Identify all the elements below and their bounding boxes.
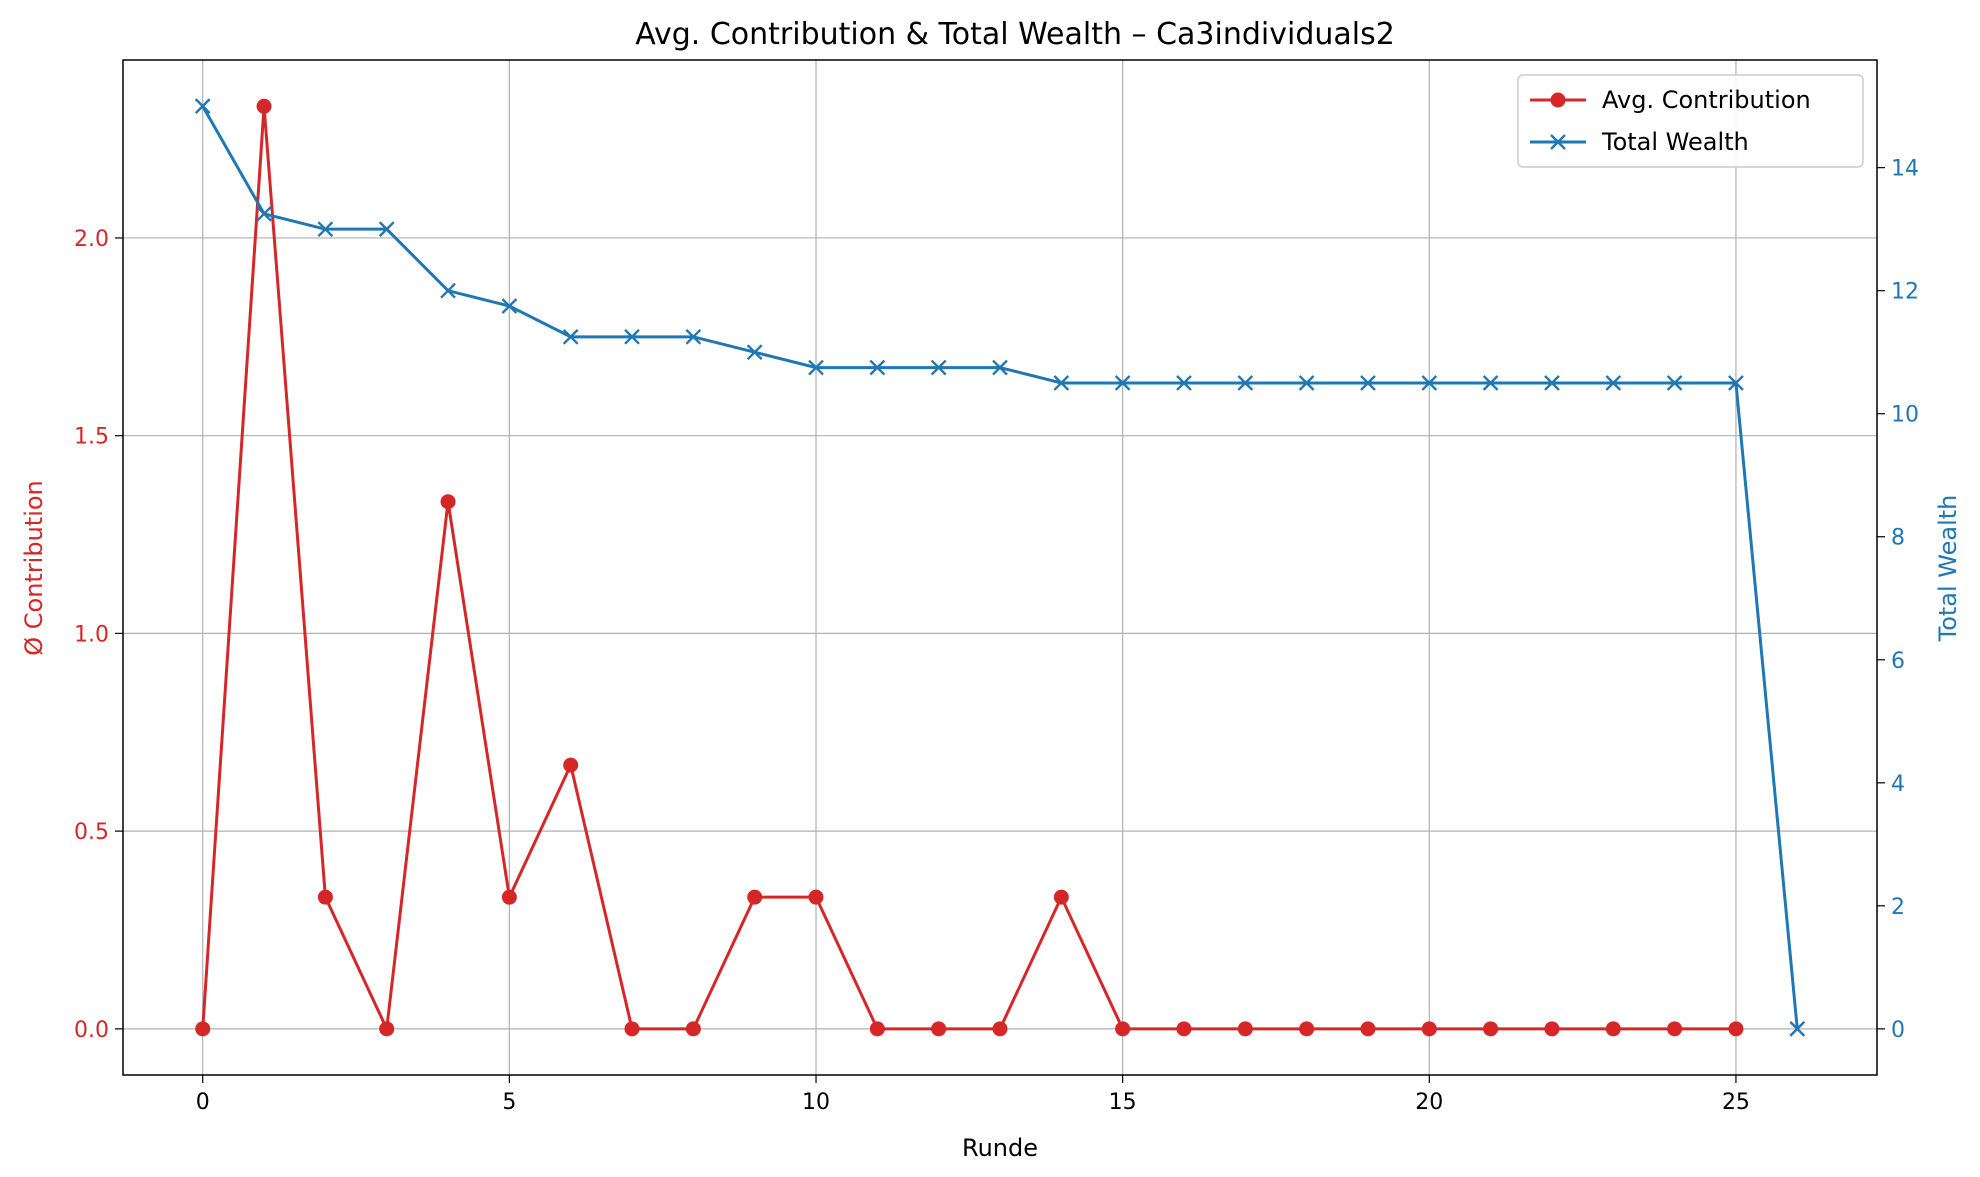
avg-contribution-point [1176, 1021, 1192, 1037]
avg-contribution-point [317, 889, 333, 905]
avg-contribution-point [1421, 1021, 1437, 1037]
series-avg-contribution [195, 98, 1744, 1037]
x-axis-label: Runde [962, 1134, 1038, 1162]
avg-contribution-point [256, 98, 272, 114]
y-right-tick-label: 14 [1891, 157, 1919, 182]
total-wealth-point [194, 98, 211, 114]
y-axis-left-label: Ø Contribution [20, 480, 48, 656]
total-wealth-point [1482, 375, 1499, 391]
y-right-tick-label: 10 [1891, 403, 1919, 428]
avg-contribution-point [1667, 1021, 1683, 1037]
total-wealth-point [317, 221, 334, 238]
total-wealth-point [869, 359, 886, 376]
y-axis-left: 0.0 0.5 1.0 1.5 2.0 [74, 227, 123, 1043]
avg-contribution-point [501, 889, 517, 905]
total-wealth-point [685, 328, 702, 345]
x-axis: 0 5 10 15 20 25 [196, 1075, 1750, 1115]
legend-marker-x [1550, 134, 1566, 150]
avg-contribution-point [1053, 889, 1069, 905]
y-left-tick-label: 0.0 [74, 1018, 109, 1043]
total-wealth-point [1360, 375, 1376, 391]
total-wealth-point [746, 344, 763, 361]
total-wealth-point [1544, 375, 1560, 391]
avg-contribution-point [1360, 1021, 1376, 1037]
series-total-wealth [194, 98, 1806, 1037]
x-tick-label: 10 [802, 1090, 830, 1115]
y-right-tick-label: 2 [1891, 895, 1905, 920]
total-wealth-point [930, 359, 947, 376]
total-wealth-point [1666, 375, 1683, 391]
total-wealth-point [808, 359, 824, 376]
avg-contribution-point [1483, 1021, 1499, 1037]
total-wealth-point [1298, 375, 1315, 391]
total-wealth-point [1114, 375, 1131, 391]
total-wealth-point [1728, 375, 1744, 391]
x-tick-label: 0 [196, 1090, 210, 1115]
avg-contribution-point [624, 1021, 640, 1037]
avg-contribution-point [1605, 1021, 1621, 1037]
total-wealth-point [1789, 1021, 1806, 1037]
total-wealth-point [992, 359, 1008, 376]
legend-label: Avg. Contribution [1602, 86, 1811, 114]
avg-contribution-line [201, 106, 1736, 1035]
avg-contribution-point [747, 889, 763, 905]
y-right-tick-label: 12 [1891, 280, 1919, 305]
y-axis-right: 0 2 4 6 8 10 12 14 [1877, 157, 1919, 1043]
total-wealth-point [1237, 375, 1254, 391]
y-left-tick-label: 1.0 [74, 622, 109, 647]
legend-box [1517, 74, 1864, 168]
avg-contribution-point [379, 1021, 395, 1037]
total-wealth-point [256, 205, 272, 222]
total-wealth-point [1053, 375, 1070, 391]
total-wealth-point [562, 328, 579, 345]
y-right-tick-label: 4 [1891, 772, 1905, 797]
avg-contribution-point [1115, 1021, 1131, 1037]
total-wealth-point [501, 298, 518, 314]
total-wealth-point [624, 328, 640, 345]
legend-marker-circle [1550, 92, 1566, 108]
avg-contribution-point [992, 1021, 1008, 1037]
y-axis-right-label: Total Wealth [1934, 495, 1962, 643]
avg-contribution-point [1544, 1021, 1560, 1037]
y-right-tick-label: 0 [1891, 1018, 1905, 1043]
grid [123, 60, 1877, 1075]
y-left-tick-label: 0.5 [74, 820, 109, 845]
avg-contribution-point [1728, 1021, 1744, 1037]
legend-label: Total Wealth [1601, 128, 1749, 156]
total-wealth-point [378, 221, 395, 238]
avg-contribution-point [195, 1021, 211, 1037]
legend: Avg. Contribution Total Wealth [1517, 74, 1864, 168]
chart-title: Avg. Contribution & Total Wealth – Ca3in… [635, 17, 1395, 52]
avg-contribution-point [1237, 1021, 1253, 1037]
x-tick-label: 20 [1415, 1090, 1443, 1115]
avg-contribution-point [563, 757, 579, 773]
avg-contribution-point [808, 889, 824, 905]
total-wealth-point [1421, 375, 1438, 391]
avg-contribution-point [440, 494, 456, 510]
avg-contribution-point [685, 1021, 701, 1037]
x-tick-label: 5 [502, 1090, 516, 1115]
total-wealth-point [1176, 375, 1192, 391]
plot-frame [122, 59, 1878, 1076]
total-wealth-point [1605, 375, 1622, 391]
y-left-tick-label: 1.5 [74, 425, 109, 450]
avg-contribution-point [931, 1021, 947, 1037]
y-right-tick-label: 8 [1891, 526, 1905, 551]
avg-contribution-point [869, 1021, 885, 1037]
y-left-tick-label: 2.0 [74, 227, 109, 252]
total-wealth-point [440, 282, 456, 299]
y-right-tick-label: 6 [1891, 649, 1905, 674]
avg-contribution-point [1299, 1021, 1315, 1037]
x-tick-label: 15 [1109, 1090, 1137, 1115]
x-tick-label: 25 [1722, 1090, 1750, 1115]
